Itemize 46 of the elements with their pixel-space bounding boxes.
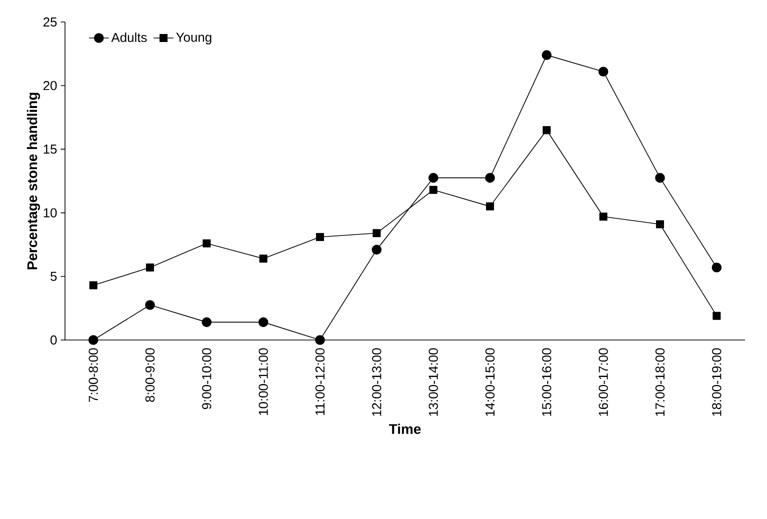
- point: [656, 220, 664, 228]
- point: [202, 317, 212, 328]
- point: [89, 281, 98, 290]
- point: [202, 239, 211, 248]
- y-tick-label: 5: [50, 272, 57, 281]
- point: [259, 254, 268, 263]
- x-tick-label: 15:00-16:00: [542, 348, 552, 416]
- point: [372, 244, 382, 255]
- x-tick-label: 14:00-15:00: [485, 348, 495, 416]
- point: [429, 186, 438, 194]
- x-tick-label: 10:00-11:00: [258, 348, 268, 415]
- point: [486, 202, 494, 210]
- x-tick-label: 9:00-10:00: [202, 348, 212, 410]
- x-tick-label: 16:00-17:00: [598, 348, 608, 416]
- y-tick-label: 20: [43, 81, 57, 90]
- point: [655, 172, 665, 183]
- point: [599, 212, 608, 221]
- x-tick-label: 8:00-9:00: [145, 348, 155, 402]
- point: [145, 300, 155, 310]
- y-axis-title: Percentage stone handling: [26, 92, 40, 270]
- y-tick-label: 15: [44, 144, 57, 154]
- legend-label: Young: [176, 32, 212, 44]
- point: [146, 263, 154, 272]
- point: [372, 229, 381, 238]
- x-tick-label: 17:00-18:00: [655, 348, 665, 416]
- y-tick-label: 0: [50, 335, 57, 345]
- x-tick-label: 11:00-12:00: [315, 348, 325, 415]
- x-tick-label: 12:00-13:00: [372, 348, 382, 416]
- point: [542, 126, 551, 134]
- y-tick-label: 25: [43, 17, 57, 27]
- point: [598, 66, 608, 77]
- point: [316, 232, 324, 241]
- y-tick-label: 10: [44, 208, 57, 218]
- legend-label: Adults: [111, 32, 147, 42]
- point: [485, 172, 495, 183]
- point: [542, 50, 552, 60]
- point: [712, 262, 722, 272]
- x-axis-title: Time: [389, 424, 421, 434]
- point: [258, 317, 268, 328]
- x-tick-label: 18:00-19:00: [712, 348, 722, 416]
- point: [428, 172, 438, 183]
- x-tick-label: 13:00-14:00: [428, 348, 438, 416]
- point: [315, 335, 325, 345]
- x-tick-label: 7:00-8:00: [88, 348, 98, 402]
- point: [88, 335, 98, 345]
- point: [712, 312, 721, 320]
